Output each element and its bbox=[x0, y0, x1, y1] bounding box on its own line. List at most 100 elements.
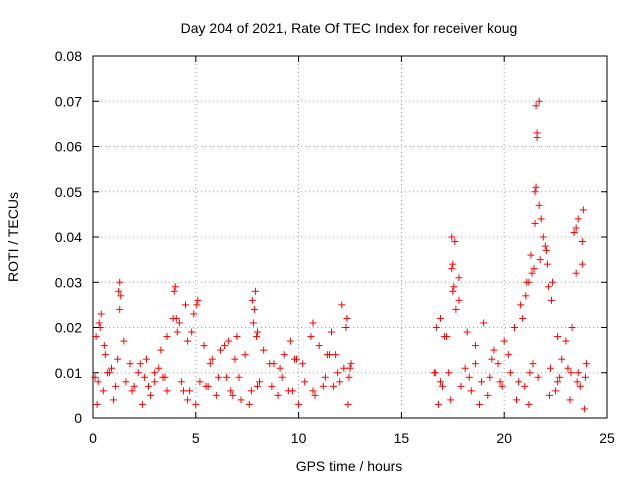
data-point bbox=[533, 133, 541, 141]
data-point bbox=[288, 387, 296, 395]
data-point bbox=[190, 310, 198, 318]
data-point bbox=[268, 382, 276, 390]
data-point bbox=[449, 287, 457, 295]
data-point bbox=[431, 369, 439, 377]
data-point bbox=[576, 382, 584, 390]
data-point bbox=[532, 183, 540, 191]
data-point bbox=[535, 201, 543, 209]
data-point bbox=[212, 391, 220, 399]
data-point bbox=[163, 387, 171, 395]
data-point bbox=[193, 301, 201, 309]
data-point bbox=[311, 391, 319, 399]
data-point bbox=[451, 238, 459, 246]
y-tick-label: 0.03 bbox=[55, 274, 82, 290]
data-point bbox=[496, 378, 504, 386]
data-point bbox=[170, 287, 178, 295]
data-point bbox=[225, 337, 233, 345]
data-point bbox=[130, 382, 138, 390]
data-point bbox=[110, 396, 118, 404]
data-point bbox=[338, 301, 346, 309]
x-tick-label: 20 bbox=[496, 430, 512, 446]
data-point bbox=[450, 283, 458, 291]
x-axis-ticks: 0 5 10 15 20 25 bbox=[89, 56, 615, 446]
data-point bbox=[216, 346, 224, 354]
data-point bbox=[120, 337, 128, 345]
data-point bbox=[486, 373, 494, 381]
data-point bbox=[151, 378, 159, 386]
data-point bbox=[436, 314, 444, 322]
data-point bbox=[476, 400, 484, 408]
data-point bbox=[567, 369, 575, 377]
data-point bbox=[177, 378, 185, 386]
data-points bbox=[91, 97, 590, 413]
y-tick-label: 0.01 bbox=[55, 365, 82, 381]
data-point bbox=[527, 251, 535, 259]
data-point bbox=[184, 396, 192, 404]
data-point bbox=[525, 400, 533, 408]
data-point bbox=[572, 224, 580, 232]
data-point bbox=[101, 351, 109, 359]
data-point bbox=[549, 278, 557, 286]
data-point bbox=[570, 228, 578, 236]
y-tick-label: 0.06 bbox=[55, 139, 82, 155]
data-point bbox=[151, 369, 159, 377]
data-point bbox=[299, 360, 307, 368]
data-point bbox=[192, 400, 200, 408]
data-point bbox=[484, 391, 492, 399]
data-point bbox=[251, 287, 259, 295]
x-axis-label: GPS time / hours bbox=[296, 458, 403, 474]
data-point bbox=[330, 382, 338, 390]
data-point bbox=[580, 405, 588, 413]
data-point bbox=[434, 400, 442, 408]
data-point bbox=[529, 360, 537, 368]
x-tick-label: 25 bbox=[599, 430, 615, 446]
data-point bbox=[309, 319, 317, 327]
data-point bbox=[172, 314, 180, 322]
data-point bbox=[547, 296, 555, 304]
data-point bbox=[568, 324, 576, 331]
data-point bbox=[556, 373, 564, 381]
data-point bbox=[447, 396, 455, 404]
data-point bbox=[500, 337, 508, 345]
y-axis-ticks: 0 0.01 0.02 0.03 0.04 0.05 0.06 0.07 0.08 bbox=[55, 48, 607, 426]
data-point bbox=[94, 378, 102, 386]
data-point bbox=[517, 301, 525, 309]
data-point bbox=[231, 355, 239, 363]
data-point bbox=[519, 314, 527, 322]
data-point bbox=[245, 400, 253, 408]
data-point bbox=[200, 342, 208, 350]
data-point bbox=[223, 373, 231, 381]
data-point bbox=[108, 364, 116, 372]
data-point bbox=[544, 283, 552, 291]
data-point bbox=[564, 364, 572, 372]
data-point bbox=[480, 319, 488, 327]
data-point bbox=[461, 364, 469, 372]
data-point bbox=[521, 382, 529, 390]
data-point bbox=[188, 328, 196, 336]
data-point bbox=[554, 378, 562, 386]
data-point bbox=[309, 387, 317, 395]
data-point bbox=[112, 382, 120, 390]
data-point bbox=[319, 382, 327, 390]
data-point bbox=[582, 360, 590, 368]
data-point bbox=[295, 400, 303, 408]
data-point bbox=[546, 364, 554, 372]
data-point bbox=[504, 351, 512, 359]
data-point bbox=[117, 292, 125, 300]
grid-lines bbox=[93, 56, 607, 418]
data-point bbox=[249, 319, 257, 327]
data-point bbox=[578, 238, 586, 246]
data-point bbox=[525, 278, 533, 286]
data-point bbox=[184, 337, 192, 345]
data-point bbox=[179, 387, 187, 395]
data-point bbox=[532, 102, 540, 110]
data-point bbox=[159, 373, 167, 381]
data-point bbox=[126, 360, 134, 368]
data-point bbox=[325, 351, 333, 359]
data-point bbox=[541, 242, 549, 250]
data-point bbox=[543, 260, 551, 268]
data-point bbox=[214, 373, 222, 381]
x-tick-label: 15 bbox=[394, 430, 410, 446]
data-point bbox=[332, 351, 340, 359]
data-point bbox=[554, 333, 562, 341]
